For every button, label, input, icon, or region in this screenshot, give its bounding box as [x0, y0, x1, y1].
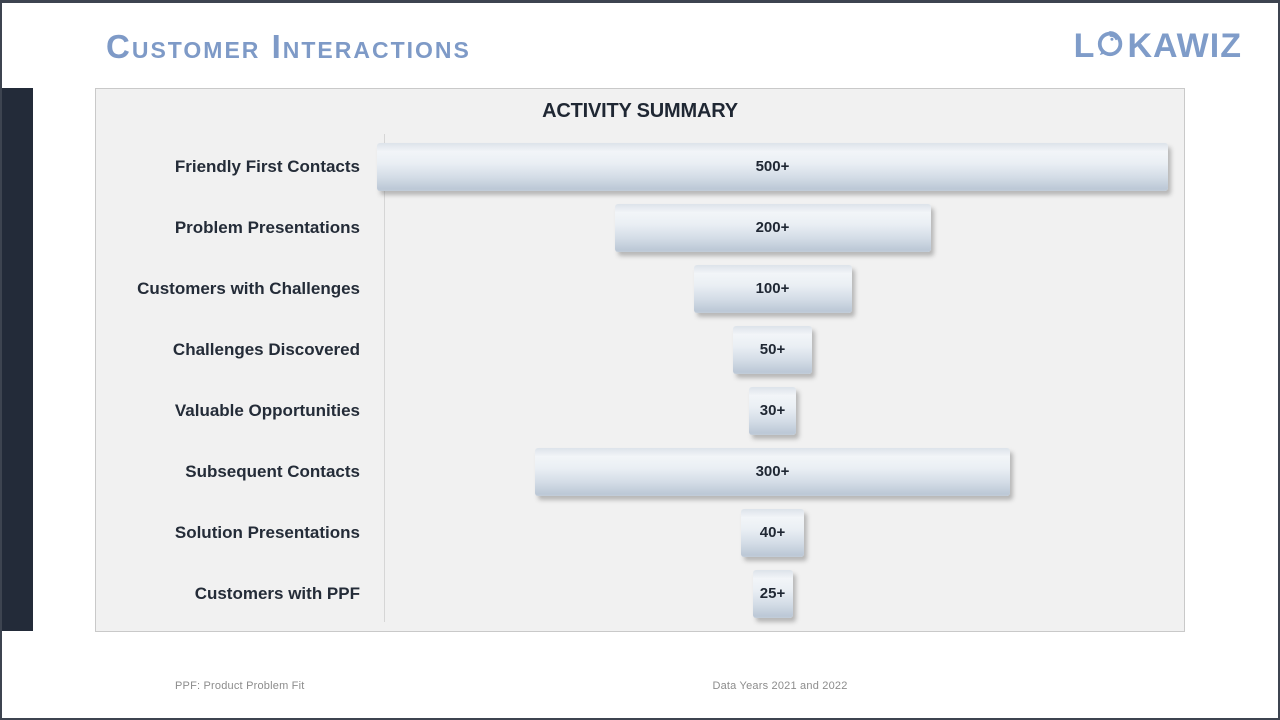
category-label: Customers with PPF [194, 583, 360, 603]
bar-value-label: 500+ [755, 158, 790, 175]
activity-summary-chart: ACTIVITY SUMMARY Friendly First Contacts… [95, 88, 1185, 632]
chart-row: Problem Presentations 200+ [96, 197, 1184, 258]
bar-area: 50+ [372, 325, 1173, 374]
chart-row: Valuable Opportunities 30+ [96, 380, 1184, 441]
bar: 40+ [741, 508, 804, 557]
bar-value-label: 25+ [759, 585, 786, 602]
category-label: Customers with Challenges [137, 278, 360, 298]
bar-area: 100+ [372, 264, 1173, 313]
logo-text-prefix: L [1073, 27, 1096, 65]
bar: 200+ [614, 203, 931, 252]
chart-row: Customers with Challenges 100+ [96, 258, 1184, 319]
bar-value-label: 200+ [755, 219, 790, 236]
category-axis-line [384, 134, 385, 622]
bar-value-label: 100+ [755, 280, 790, 297]
bar-area: 40+ [372, 508, 1173, 557]
bar: 300+ [535, 447, 1010, 496]
chart-row: Friendly First Contacts 500+ [96, 136, 1184, 197]
category-label: Problem Presentations [174, 217, 360, 237]
chart-row: Customers with PPF 25+ [96, 563, 1184, 624]
bar-area: 25+ [372, 569, 1173, 618]
signal-bubble-icon [1096, 27, 1126, 66]
lokawiz-logo: L KAWIZ [1074, 27, 1242, 66]
bar-value-label: 30+ [759, 402, 786, 419]
bar: 25+ [752, 569, 793, 618]
bar: 50+ [733, 325, 812, 374]
bar-area: 200+ [372, 203, 1173, 252]
left-accent-bar [2, 88, 33, 631]
bar-area: 30+ [372, 386, 1173, 435]
chart-row: Solution Presentations 40+ [96, 502, 1184, 563]
category-label: Solution Presentations [174, 522, 360, 542]
bar-value-label: 50+ [759, 341, 786, 358]
category-label: Friendly First Contacts [174, 156, 360, 176]
bar: 500+ [377, 142, 1168, 191]
footnote-data-years: Data Years 2021 and 2022 [712, 680, 848, 692]
chart-title: ACTIVITY SUMMARY [542, 100, 738, 122]
logo-text-suffix: KAWIZ [1127, 27, 1242, 65]
bar-area: 300+ [372, 447, 1173, 496]
page-title: Customer Interactions [106, 28, 471, 65]
category-label: Valuable Opportunities [174, 400, 360, 420]
bar: 100+ [693, 264, 852, 313]
bar-value-label: 40+ [759, 524, 786, 541]
chart-rows: Friendly First Contacts 500+ Problem Pre… [96, 136, 1184, 624]
bar-area: 500+ [372, 142, 1173, 191]
bar-value-label: 300+ [755, 463, 790, 480]
chart-row: Challenges Discovered 50+ [96, 319, 1184, 380]
bar: 30+ [749, 386, 796, 435]
category-label: Subsequent Contacts [185, 461, 360, 481]
footnote-ppf: PPF: Product Problem Fit [175, 680, 305, 692]
category-label: Challenges Discovered [172, 339, 360, 359]
chart-row: Subsequent Contacts 300+ [96, 441, 1184, 502]
